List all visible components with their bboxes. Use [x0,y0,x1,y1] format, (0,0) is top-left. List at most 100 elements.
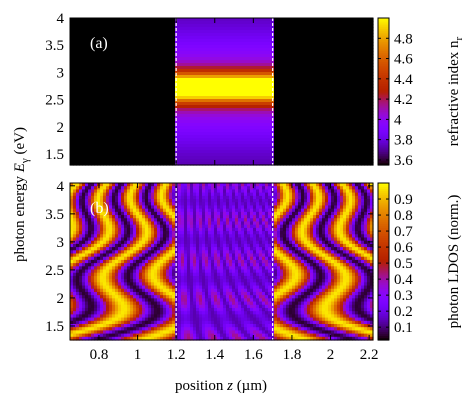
heatmap-cell [181,69,185,73]
heatmap-cell [193,102,197,106]
heatmap-cell [100,126,104,130]
heatmap-cell [259,123,263,127]
heatmap-cell [361,18,365,22]
heatmap-cell [268,63,272,67]
heatmap-cell [178,39,182,43]
heatmap-cell [349,150,353,154]
heatmap-cell [244,141,248,145]
heatmap-cell [337,66,341,70]
heatmap-cell [154,42,158,46]
heatmap-cell [232,69,236,73]
heatmap-cell [277,39,281,43]
heatmap-cell [250,36,254,40]
heatmap-cell [196,75,200,79]
heatmap-cell [352,60,356,64]
heatmap-cell [247,126,251,130]
heatmap-cell [130,123,134,127]
heatmap-cell [343,21,347,25]
heatmap-cell [154,72,158,76]
heatmap-cell [247,162,251,166]
heatmap-cell [325,150,329,154]
heatmap-cell [166,48,170,52]
heatmap-cell [301,102,305,106]
heatmap-cell [133,153,137,157]
heatmap-cell [82,117,86,121]
heatmap-cell [253,138,257,142]
heatmap-cell [214,132,218,136]
heatmap-cell [94,132,98,136]
heatmap-cell [277,63,281,67]
heatmap-cell [235,120,239,124]
heatmap-cell [283,72,287,76]
heatmap-cell [364,66,368,70]
heatmap-cell [79,150,83,154]
heatmap-cell [325,96,329,100]
heatmap-cell [364,63,368,67]
heatmap-cell [172,33,176,37]
heatmap-cell [346,39,350,43]
heatmap-cell [100,24,104,28]
heatmap-cell [142,135,146,139]
heatmap-cell [343,30,347,34]
heatmap-cell [265,117,269,121]
heatmap-cell [334,162,338,166]
heatmap-cell [325,105,329,109]
heatmap-cell [91,102,95,106]
heatmap-cell [160,24,164,28]
heatmap-cell [268,96,272,100]
heatmap-cell [265,45,269,49]
heatmap-cell [196,162,200,166]
heatmap-cell [187,126,191,130]
heatmap-cell [343,159,347,163]
heatmap-cell [361,81,365,85]
heatmap-cell [223,114,227,118]
heatmap-cell [70,48,74,52]
heatmap-cell [97,120,101,124]
heatmap-cell [142,69,146,73]
heatmap-cell [256,36,260,40]
heatmap-cell [97,114,101,118]
heatmap-cell [136,141,140,145]
heatmap-cell [319,33,323,37]
heatmap-cell [184,117,188,121]
heatmap-cell [202,147,206,151]
heatmap-cell [109,57,113,61]
heatmap-cell [298,18,302,22]
heatmap-cell [256,162,260,166]
heatmap-cell [355,78,359,82]
heatmap-cell [229,156,233,160]
heatmap-cell [100,114,104,118]
heatmap-cell [163,135,167,139]
heatmap-cell [157,45,161,49]
heatmap-cell [217,132,221,136]
heatmap-cell [220,87,224,91]
heatmap-cell [346,135,350,139]
heatmap-cell [118,129,122,133]
heatmap-cell [115,90,119,94]
heatmap-cell [193,27,197,31]
heatmap-cell [70,24,74,28]
heatmap-cell [304,117,308,121]
heatmap-cell [97,24,101,28]
heatmap-cell [205,150,209,154]
heatmap-cell [112,99,116,103]
heatmap-cell [280,93,284,97]
heatmap-cell [82,72,86,76]
heatmap-cell [175,33,179,37]
heatmap-cell [73,117,77,121]
heatmap-cell [217,78,221,82]
heatmap-cell [283,87,287,91]
heatmap-cell [265,150,269,154]
heatmap-cell [289,75,293,79]
heatmap-cell [187,45,191,49]
heatmap-cell [178,150,182,154]
heatmap-cell [259,81,263,85]
heatmap-cell [238,156,242,160]
heatmap-cell [286,18,290,22]
heatmap-cell [334,24,338,28]
heatmap-cell [88,90,92,94]
heatmap-cell [307,111,311,115]
heatmap-cell [172,105,176,109]
heatmap-cell [187,21,191,25]
heatmap-cell [127,105,131,109]
